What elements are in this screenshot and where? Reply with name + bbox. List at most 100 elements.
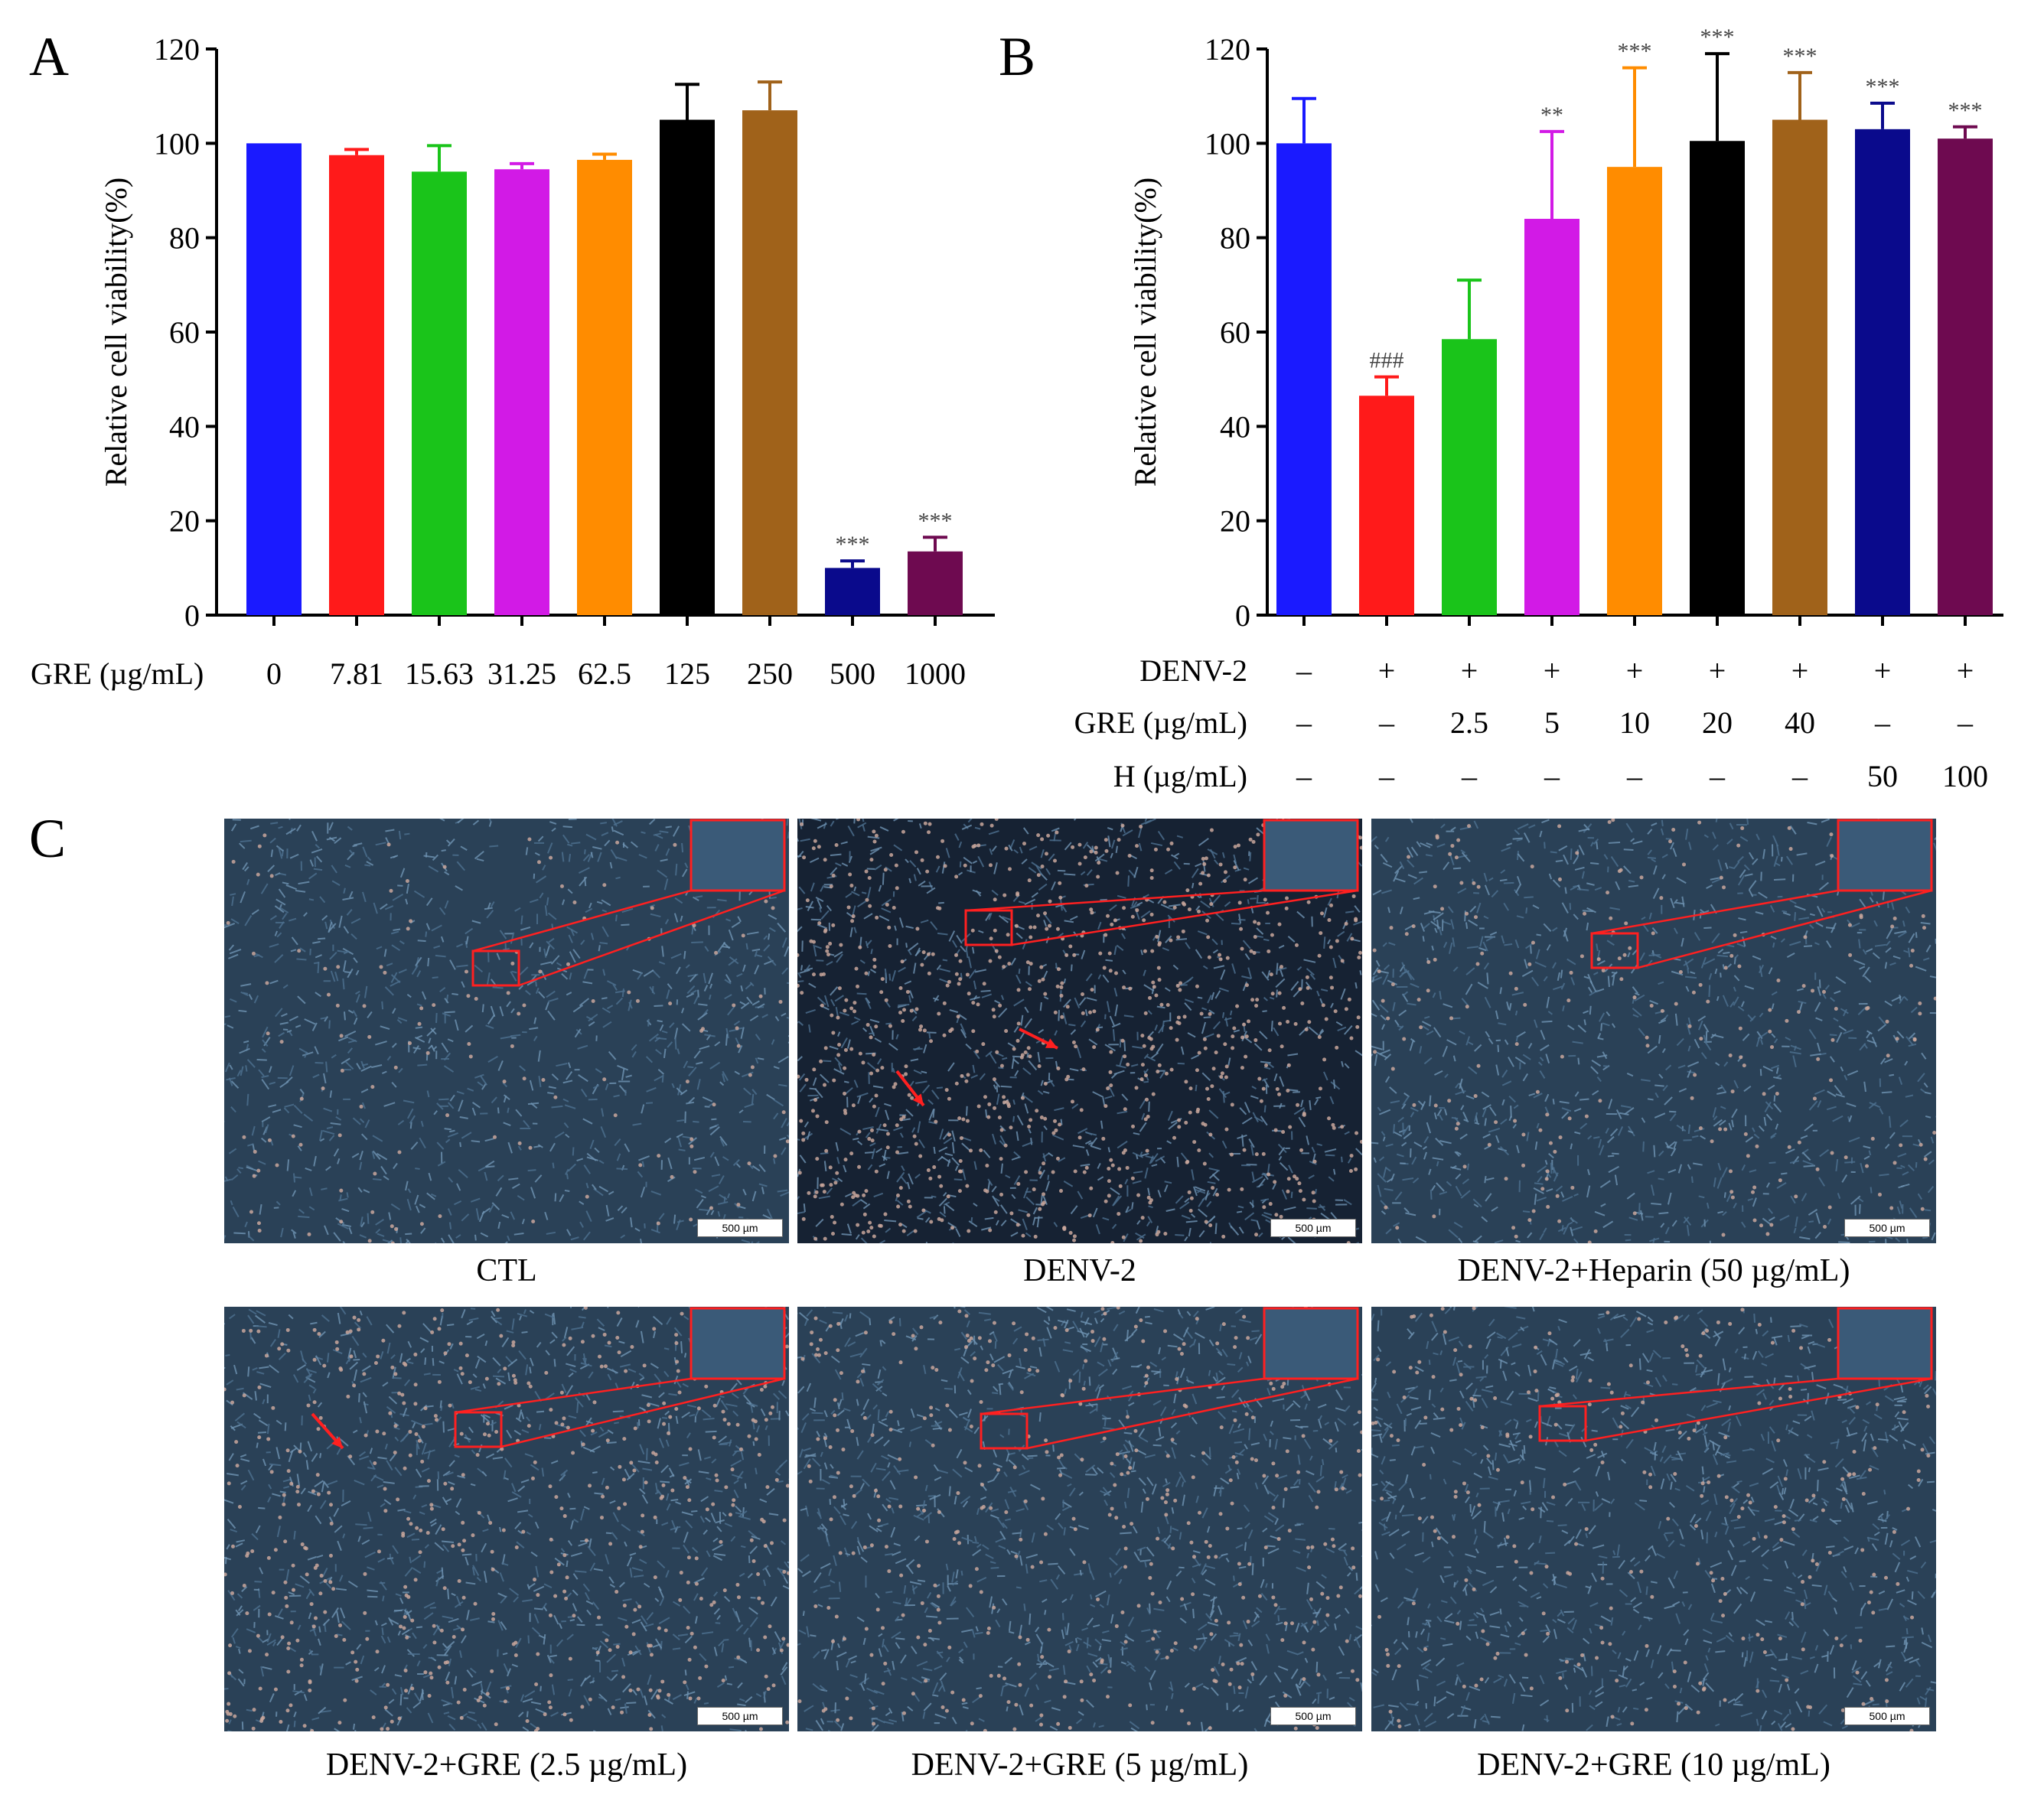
x-category-label: 500 (830, 656, 875, 691)
scale-bar: 500 µm (1844, 1219, 1930, 1237)
condition-row-label: DENV-2 (1139, 653, 1247, 688)
significance-label: *** (1783, 44, 1817, 69)
condition-value: – (1957, 705, 1974, 740)
micrograph-image (224, 819, 789, 1243)
y-tick-label: 20 (1220, 504, 1250, 539)
zoom-connector (1026, 1377, 1358, 1450)
bar (1276, 143, 1332, 616)
arrow-head (331, 1436, 343, 1448)
zoom-connector (1591, 889, 1839, 935)
y-tick-label: 100 (154, 126, 200, 161)
significance-label: *** (918, 508, 953, 533)
condition-value: + (1874, 653, 1892, 688)
micrograph-denv2: 500 µm (797, 819, 1362, 1243)
bar (1442, 339, 1497, 615)
significance-label: *** (1618, 39, 1652, 64)
significance-label: *** (1866, 74, 1900, 99)
x-category-label: 7.81 (330, 656, 383, 691)
bar (1772, 119, 1827, 615)
significance-label: *** (836, 532, 870, 557)
condition-value: 2.5 (1450, 705, 1488, 740)
zoom-connector (1637, 889, 1932, 969)
condition-value: – (1296, 759, 1312, 793)
scale-bar: 500 µm (697, 1707, 783, 1725)
bar (246, 143, 302, 616)
micrograph-denv2-gre-5: 500 µm (797, 1307, 1362, 1731)
micrograph-image (797, 819, 1362, 1243)
panel-label-c: C (29, 808, 67, 869)
micrograph-caption: DENV-2+GRE (5 µg/mL) (911, 1747, 1249, 1783)
bar (1359, 396, 1414, 615)
y-tick-label: 100 (1205, 126, 1250, 161)
significance-label: ### (1370, 348, 1404, 373)
zoom-inset (689, 1307, 786, 1380)
condition-value: + (1709, 653, 1726, 688)
bar (1690, 141, 1745, 615)
zoom-region-box (980, 1412, 1029, 1450)
cell-texture (224, 819, 789, 1243)
x-category-label: 31.25 (487, 656, 556, 691)
zoom-region-box (1538, 1405, 1587, 1442)
condition-value: 5 (1544, 705, 1560, 740)
y-tick-label: 0 (1235, 598, 1250, 633)
condition-value: + (1378, 653, 1396, 688)
bar (1855, 129, 1910, 616)
micrograph-denv2-heparin: 500 µm (1371, 819, 1936, 1243)
zoom-connector (472, 889, 692, 953)
bar (1938, 138, 1993, 615)
cell-texture (797, 819, 1362, 1243)
y-tick-label: 120 (1205, 32, 1250, 67)
condition-value: + (1626, 653, 1644, 688)
zoom-inset (1837, 1307, 1933, 1380)
zoom-connector (980, 1377, 1265, 1415)
scale-bar: 500 µm (1270, 1707, 1356, 1725)
y-axis-label: Relative cell viability(%) (99, 177, 133, 487)
condition-value: – (1296, 653, 1312, 688)
micrograph-image (797, 1307, 1362, 1731)
arrow-head (1045, 1038, 1058, 1048)
bar (1524, 219, 1579, 615)
condition-value: 50 (1867, 759, 1898, 793)
zoom-inset (1263, 1307, 1359, 1380)
x-category-label: 125 (664, 656, 710, 691)
micrograph-caption: CTL (476, 1253, 537, 1288)
significance-label: ** (1540, 103, 1563, 128)
y-tick-label: 60 (1220, 315, 1250, 350)
scale-bar: 500 µm (697, 1219, 783, 1237)
cell-texture (1371, 1307, 1936, 1731)
y-tick-label: 40 (1220, 409, 1250, 444)
condition-value: – (1378, 759, 1395, 793)
condition-value: – (1874, 705, 1891, 740)
condition-row-label: H (µg/mL) (1113, 759, 1247, 793)
bar (494, 169, 549, 615)
bar (1607, 167, 1662, 615)
zoom-region-box (454, 1411, 503, 1448)
micrograph-denv2-gre-10: 500 µm (1371, 1307, 1936, 1731)
y-tick-label: 40 (169, 409, 200, 444)
zoom-connector (965, 889, 1265, 912)
micrograph-caption: DENV-2+GRE (10 µg/mL) (1477, 1747, 1830, 1783)
arrow-head (912, 1093, 924, 1106)
significance-label: *** (1948, 98, 1983, 123)
condition-value: 40 (1785, 705, 1815, 740)
micrograph-image (1371, 1307, 1936, 1731)
micrograph-caption: DENV-2+Heparin (50 µg/mL) (1457, 1253, 1850, 1288)
y-axis-label: Relative cell viability(%) (1128, 177, 1162, 487)
condition-value: 100 (1942, 759, 1988, 793)
scale-bar: 500 µm (1844, 1707, 1930, 1725)
condition-value: – (1709, 759, 1726, 793)
zoom-connector (455, 1377, 692, 1414)
zoom-region-box (1590, 932, 1639, 969)
x-category-label: 15.63 (405, 656, 474, 691)
condition-value: 10 (1619, 705, 1650, 740)
micrograph-caption: DENV-2 (1023, 1253, 1136, 1288)
x-row-label: GRE (µg/mL) (31, 656, 204, 691)
bar (825, 568, 880, 615)
micrograph-image (224, 1307, 789, 1731)
zoom-region-box (471, 949, 520, 987)
bar (577, 159, 632, 615)
zoom-region-box (964, 909, 1013, 946)
condition-row-label: GRE (µg/mL) (1074, 705, 1247, 740)
zoom-connector (500, 1377, 785, 1448)
bar (660, 119, 715, 615)
